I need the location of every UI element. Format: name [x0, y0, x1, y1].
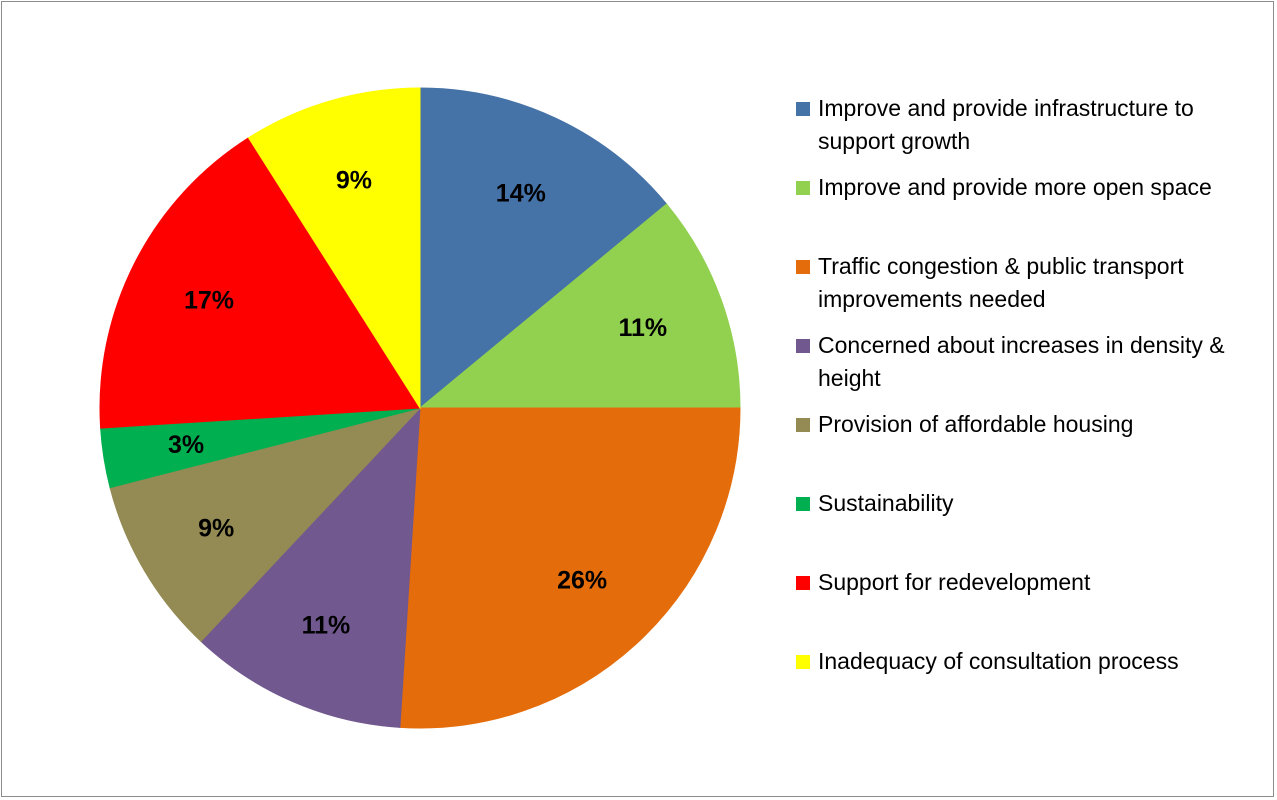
legend-swatch — [796, 655, 810, 669]
legend-label: Improve and provide infrastructure to su… — [818, 95, 1194, 154]
legend-label: Inadequacy of consultation process — [818, 648, 1179, 674]
pie-labels: 14% 11% 26% 11% 9% 3% 17% 9% — [168, 167, 667, 640]
legend-label: Sustainability — [818, 490, 954, 516]
pie-slice — [419, 87, 668, 410]
legend-item: Provision of affordable housing — [796, 408, 1266, 441]
slice-percent-label: 9% — [198, 515, 234, 543]
slice-percent-label: 3% — [168, 431, 204, 459]
legend-item: Support for redevelopment — [796, 566, 1266, 599]
legend-item: Improve and provide infrastructure to su… — [796, 92, 1266, 158]
slice-percent-label: 26% — [557, 567, 607, 595]
legend-label: Concerned about increases in density & h… — [818, 332, 1225, 391]
legend-item: Inadequacy of consultation process — [796, 645, 1266, 678]
pie-slice — [200, 406, 421, 728]
slice-percent-label: 9% — [336, 167, 372, 195]
pie-slices — [99, 87, 741, 729]
pie-slice — [418, 203, 741, 409]
legend-label: Traffic congestion & public transport im… — [818, 253, 1184, 312]
legend-swatch — [796, 576, 810, 590]
slice-percent-label: 17% — [184, 286, 234, 314]
legend-swatch — [796, 339, 810, 353]
legend-swatch — [796, 181, 810, 195]
legend-item: Concerned about increases in density & h… — [796, 329, 1266, 395]
slice-percent-label: 14% — [496, 180, 546, 208]
legend-label: Support for redevelopment — [818, 569, 1091, 595]
legend-label: Improve and provide more open space — [818, 174, 1212, 200]
slice-percent-label: 11% — [618, 314, 667, 342]
pie-slice — [399, 407, 741, 729]
pie-slice — [99, 137, 421, 429]
pie-slice — [109, 407, 422, 642]
legend-swatch — [796, 418, 810, 432]
legend-swatch — [796, 260, 810, 274]
pie-slice — [247, 87, 421, 410]
slice-percent-label: 11% — [302, 611, 351, 639]
legend-swatch — [796, 102, 810, 116]
legend-label: Provision of affordable housing — [818, 411, 1134, 437]
legend-item: Improve and provide more open space — [796, 171, 1266, 204]
legend-swatch — [796, 497, 810, 511]
legend-item: Traffic congestion & public transport im… — [796, 250, 1266, 316]
legend-item: Sustainability — [796, 487, 1266, 520]
